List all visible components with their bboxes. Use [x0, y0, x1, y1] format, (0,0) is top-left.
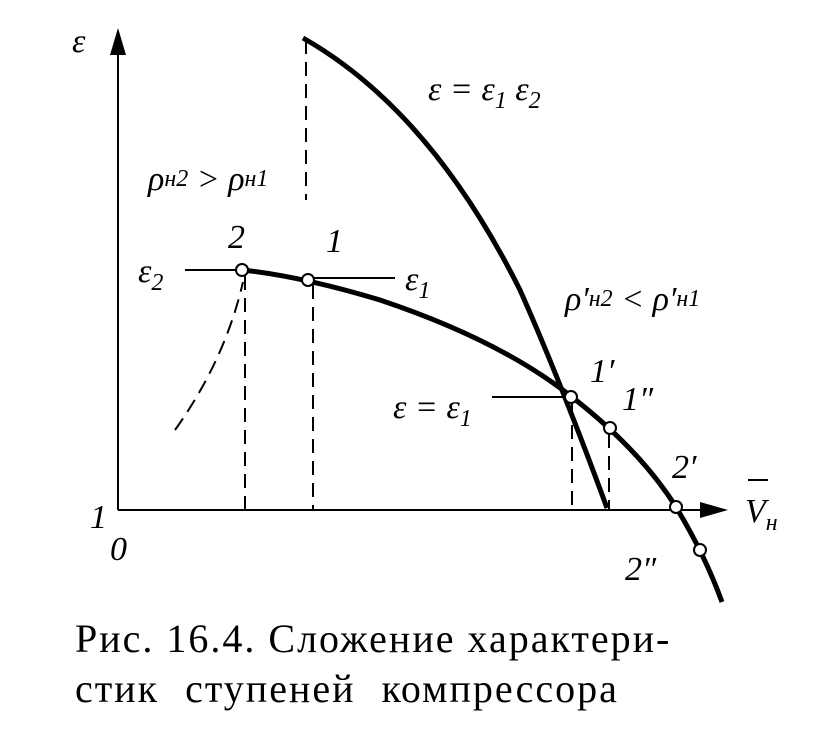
point-label: 2′ [672, 449, 697, 486]
point-label: 2 [228, 219, 245, 256]
x-label: Vн [745, 493, 778, 536]
point [603, 421, 617, 435]
t: ρ′ [652, 281, 677, 318]
t: ρ [227, 161, 244, 198]
t: > [188, 161, 228, 198]
t: ε [138, 253, 152, 290]
t: < [613, 281, 653, 318]
point-label: 2″ [625, 551, 657, 588]
point [301, 273, 315, 287]
t: ρ [147, 161, 164, 198]
point-label: 1′ [590, 353, 615, 390]
t: 1 [418, 278, 430, 304]
dashed-curve [174, 281, 244, 431]
y-start: 1 [90, 499, 107, 536]
point-label: 1 [326, 223, 343, 260]
eps2-label: ε2 [138, 253, 163, 296]
t: н1 [245, 166, 269, 192]
t: 1 [495, 88, 507, 114]
eps-eq-label: ε = ε1 [393, 389, 472, 432]
t: ρ′ [564, 281, 589, 318]
caption: стик ступеней компрессора [75, 666, 619, 711]
t: ε = ε [428, 71, 495, 108]
y-arrow [110, 28, 126, 55]
point-label: 1″ [622, 381, 654, 418]
t: 2 [151, 270, 163, 296]
t: н2 [164, 166, 188, 192]
point [235, 263, 249, 277]
point [669, 500, 683, 514]
t: 1 [460, 406, 472, 432]
t: ε [405, 261, 419, 298]
origin: 0 [110, 531, 127, 568]
product-label: ε = ε1 ε2 [428, 71, 541, 114]
point [693, 543, 707, 557]
y-label: ε [72, 23, 86, 60]
pressure-left: ρн2 > ρн1 [147, 161, 268, 198]
x-label-sub: н [766, 510, 778, 536]
eps1-label: ε1 [405, 261, 430, 304]
x-arrow [700, 502, 728, 518]
t: н2 [589, 286, 613, 312]
point [564, 390, 578, 404]
pressure-right: ρ′н2 < ρ′н1 [564, 281, 700, 318]
t: ε [507, 71, 530, 108]
caption: Рис. 16.4. Сложение характери- [75, 616, 671, 661]
t: 2 [529, 88, 541, 114]
curve-eps [301, 35, 610, 509]
t: н1 [676, 286, 700, 312]
t: ε = ε [393, 389, 460, 426]
